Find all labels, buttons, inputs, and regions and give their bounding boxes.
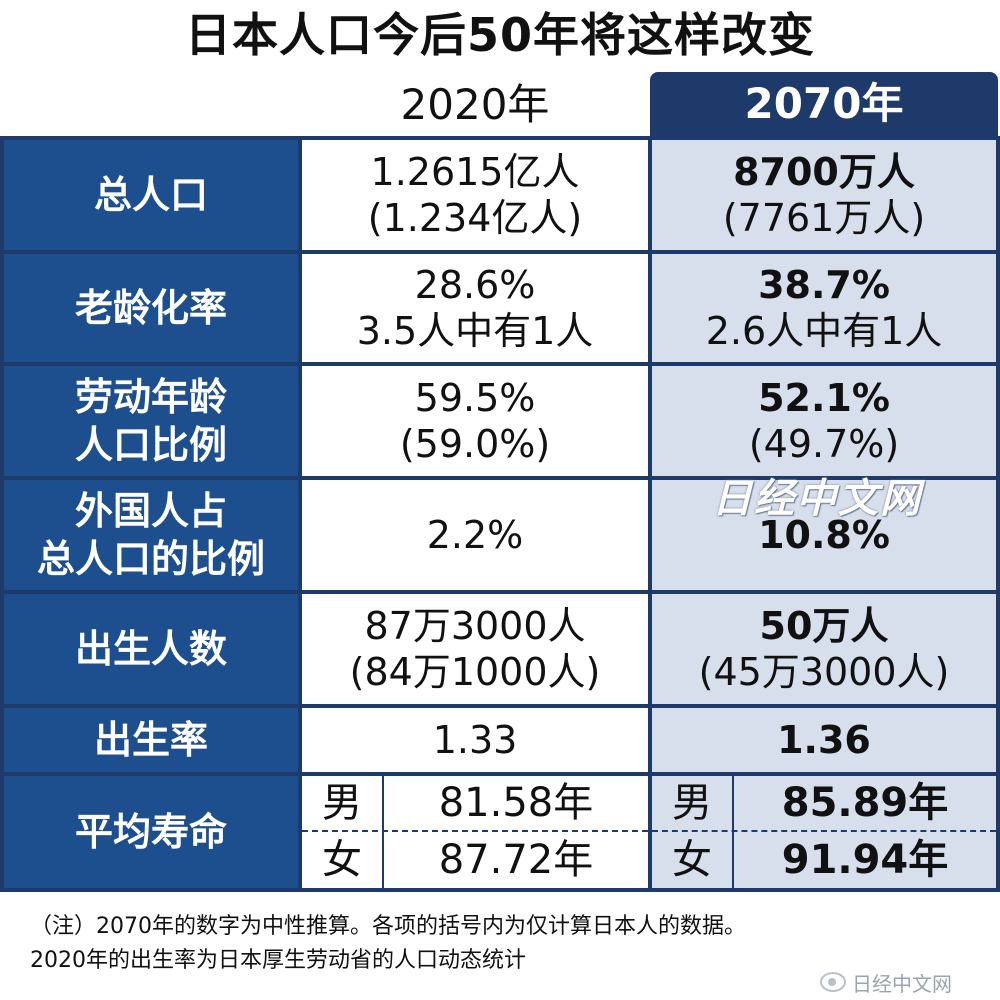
value-main: 50万人: [759, 604, 889, 648]
sex-label-female: 女: [652, 832, 734, 888]
cell-2020: 2.2%: [302, 480, 648, 590]
sex-label-male: 男: [302, 776, 384, 830]
weibo-icon: [820, 972, 846, 992]
row-label-line: 总人口: [93, 173, 208, 217]
weibo-watermark-text: 日经中文网: [852, 971, 952, 996]
life-female-2070: 女 91.94年: [652, 832, 996, 888]
weibo-watermark: 日经中文网: [820, 968, 990, 996]
value-sub: (59.0%): [399, 422, 551, 466]
table-row-total-population: 总人口 1.2615亿人 (1.234亿人) 8700万人 (7761万人): [0, 140, 1000, 250]
value-main: 87万3000人: [364, 604, 586, 648]
column-header-2070: 2070年: [650, 72, 998, 136]
table-row-aging-rate: 老龄化率 28.6% 3.5人中有1人 38.7% 2.6人中有1人: [0, 254, 1000, 362]
value-female: 87.72年: [438, 837, 594, 883]
value-female: 91.94年: [781, 837, 949, 883]
table-row-working-age-ratio: 劳动年龄 人口比例 59.5% (59.0%) 52.1% (49.7%): [0, 366, 1000, 476]
footnote-line: 2020年的出生率为日本厚生劳动省的人口动态统计: [30, 948, 526, 973]
value-sub: (7761万人): [722, 196, 926, 240]
life-male-2020: 男 81.58年: [302, 776, 648, 832]
value-main: 1.33: [432, 718, 518, 762]
row-label: 出生率: [4, 708, 298, 772]
row-label-line: 老龄化率: [74, 286, 227, 330]
row-label-line: 人口比例: [74, 423, 227, 467]
life-male-2070: 男 85.89年: [652, 776, 996, 832]
cell-2070: 52.1% (49.7%): [652, 366, 996, 476]
cell-2020: 28.6% 3.5人中有1人: [302, 254, 648, 362]
value-main: 2.2%: [426, 513, 524, 557]
row-label-line: 平均寿命: [74, 810, 227, 854]
row-label-line: 出生率: [93, 718, 208, 762]
column-header-2020: 2020年: [400, 80, 550, 129]
watermark-logo: 日经中文网: [712, 476, 922, 522]
row-label-line: 出生人数: [74, 627, 227, 671]
cell-2070: 50万人 (45万3000人): [652, 594, 996, 704]
row-label: 总人口: [4, 140, 298, 250]
life-female-2020: 女 87.72年: [302, 832, 648, 888]
value-main: 52.1%: [758, 376, 890, 420]
cell-2020: 1.2615亿人 (1.234亿人): [302, 140, 648, 250]
value-sub: (1.234亿人): [367, 196, 583, 240]
value-sub: 3.5人中有1人: [356, 309, 594, 353]
value-sub: 2.6人中有1人: [705, 309, 943, 353]
table-row-foreigner-ratio: 外国人占 总人口的比例 2.2% 10.8%: [0, 480, 1000, 590]
row-label-line: 外国人占: [74, 489, 227, 533]
cell-2020: 男 81.58年 女 87.72年: [302, 776, 648, 888]
cell-2070: 男 85.89年 女 91.94年: [652, 776, 996, 888]
cell-2070: 1.36: [652, 708, 996, 772]
table-row-birth-rate: 出生率 1.33 1.36: [0, 708, 1000, 772]
value-male: 81.58年: [438, 780, 594, 826]
table-row-births: 出生人数 87万3000人 (84万1000人) 50万人 (45万3000人): [0, 594, 1000, 704]
row-label: 出生人数: [4, 594, 298, 704]
cell-2020: 87万3000人 (84万1000人): [302, 594, 648, 704]
value-main: 28.6%: [414, 263, 536, 307]
row-label: 老龄化率: [4, 254, 298, 362]
row-label: 外国人占 总人口的比例: [4, 480, 298, 590]
footnote-line: （注）2070年的数字为中性推算。各项的括号内为仅计算日本人的数据。: [30, 914, 746, 939]
cell-2070: 10.8%: [652, 480, 996, 590]
table-row-life-expectancy: 平均寿命 男 81.58年 女 87.72年 男 85.89年 女 91.94年: [0, 776, 1000, 888]
comparison-table: 总人口 1.2615亿人 (1.234亿人) 8700万人 (7761万人) 老…: [0, 136, 1000, 892]
row-label-line: 总人口的比例: [36, 537, 265, 581]
sex-label-male: 男: [652, 776, 734, 830]
value-main: 1.2615亿人: [370, 150, 580, 194]
footnote: （注）2070年的数字为中性推算。各项的括号内为仅计算日本人的数据。 2020年…: [30, 910, 980, 978]
value-main: 59.5%: [414, 376, 536, 420]
cell-2070: 38.7% 2.6人中有1人: [652, 254, 996, 362]
value-sub: (45万3000人): [698, 650, 950, 694]
value-main: 1.36: [777, 718, 871, 762]
row-label: 平均寿命: [4, 776, 298, 888]
value-male: 85.89年: [781, 780, 949, 826]
row-label: 劳动年龄 人口比例: [4, 366, 298, 476]
cell-2020: 59.5% (59.0%): [302, 366, 648, 476]
sex-label-female: 女: [302, 832, 384, 888]
cell-2020: 1.33: [302, 708, 648, 772]
value-sub: (84万1000人): [349, 650, 601, 694]
value-main: 8700万人: [733, 150, 915, 194]
value-main: 38.7%: [758, 263, 890, 307]
page-title: 日本人口今后50年将这样改变: [184, 8, 815, 62]
row-label-line: 劳动年龄: [74, 375, 227, 419]
value-main: 10.8%: [758, 513, 890, 557]
cell-2070: 8700万人 (7761万人): [652, 140, 996, 250]
value-sub: (49.7%): [748, 422, 900, 466]
